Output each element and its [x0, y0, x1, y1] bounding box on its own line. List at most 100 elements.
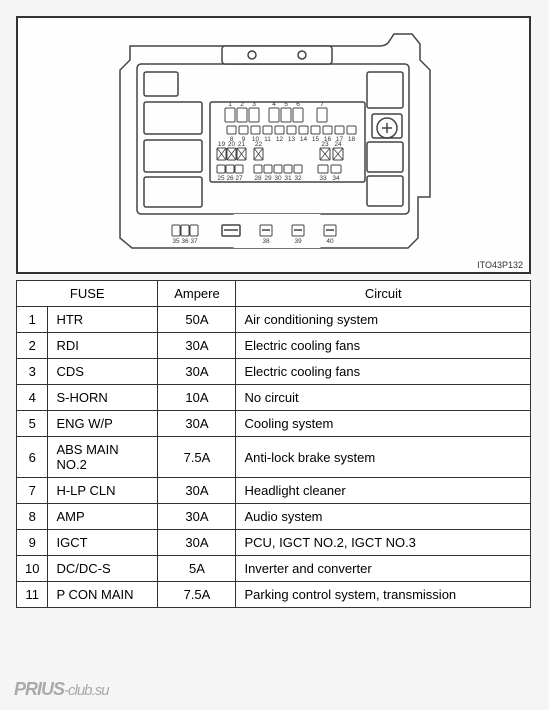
svg-text:3: 3: [252, 101, 256, 108]
cell-amp: 30A: [158, 504, 236, 530]
svg-text:18: 18: [348, 136, 356, 143]
watermark-suffix: -club.su: [64, 682, 109, 699]
cell-fuse: IGCT: [48, 530, 158, 556]
cell-circ: Electric cooling fans: [236, 333, 531, 359]
svg-text:26: 26: [226, 175, 234, 182]
svg-text:30: 30: [274, 175, 282, 182]
svg-text:24: 24: [334, 141, 342, 148]
cell-num: 10: [17, 556, 48, 582]
svg-text:4: 4: [272, 101, 276, 108]
header-ampere: Ampere: [158, 281, 236, 307]
cell-num: 8: [17, 504, 48, 530]
cell-circ: Air conditioning system: [236, 307, 531, 333]
svg-text:13: 13: [288, 136, 296, 143]
fuse-table: FUSE Ampere Circuit 1HTR50AAir condition…: [16, 280, 531, 608]
cell-num: 11: [17, 582, 48, 608]
cell-fuse: P CON MAIN: [48, 582, 158, 608]
svg-text:11: 11: [264, 136, 271, 143]
svg-text:7: 7: [320, 101, 324, 108]
table-row: 2RDI30AElectric cooling fans: [17, 333, 531, 359]
svg-text:35: 35: [172, 238, 180, 245]
cell-fuse: ABS MAIN NO.2: [48, 437, 158, 478]
svg-text:14: 14: [300, 136, 308, 143]
cell-fuse: CDS: [48, 359, 158, 385]
table-row: 10DC/DC-S5AInverter and converter: [17, 556, 531, 582]
cell-amp: 30A: [158, 333, 236, 359]
svg-text:36: 36: [181, 238, 189, 245]
table-row: 1HTR50AAir conditioning system: [17, 307, 531, 333]
svg-text:6: 6: [296, 101, 300, 108]
cell-amp: 30A: [158, 359, 236, 385]
table-row: 3CDS30AElectric cooling fans: [17, 359, 531, 385]
svg-text:21: 21: [238, 141, 246, 148]
watermark: PRIUS-club.su: [14, 679, 109, 700]
svg-text:37: 37: [190, 238, 198, 245]
svg-text:22: 22: [255, 141, 263, 148]
diagram-code: ITO43P132: [477, 260, 523, 270]
svg-text:12: 12: [276, 136, 284, 143]
svg-text:38: 38: [262, 238, 270, 245]
cell-amp: 50A: [158, 307, 236, 333]
cell-fuse: AMP: [48, 504, 158, 530]
cell-amp: 30A: [158, 411, 236, 437]
table-row: 8AMP30AAudio system: [17, 504, 531, 530]
cell-fuse: ENG W/P: [48, 411, 158, 437]
cell-num: 3: [17, 359, 48, 385]
cell-fuse: H-LP CLN: [48, 478, 158, 504]
cell-num: 2: [17, 333, 48, 359]
watermark-brand: PRIUS: [14, 679, 64, 699]
svg-text:39: 39: [294, 238, 302, 245]
cell-amp: 5A: [158, 556, 236, 582]
cell-circ: Cooling system: [236, 411, 531, 437]
cell-amp: 10A: [158, 385, 236, 411]
cell-amp: 7.5A: [158, 582, 236, 608]
cell-circ: Electric cooling fans: [236, 359, 531, 385]
cell-amp: 30A: [158, 478, 236, 504]
cell-fuse: RDI: [48, 333, 158, 359]
cell-fuse: HTR: [48, 307, 158, 333]
svg-text:40: 40: [326, 238, 334, 245]
cell-num: 9: [17, 530, 48, 556]
cell-circ: Audio system: [236, 504, 531, 530]
cell-circ: Inverter and converter: [236, 556, 531, 582]
table-row: 4S-HORN10ANo circuit: [17, 385, 531, 411]
fuse-box-svg: 1234567 89101112131415161718 19202122232…: [112, 32, 436, 257]
cell-circ: PCU, IGCT NO.2, IGCT NO.3: [236, 530, 531, 556]
svg-text:2: 2: [240, 101, 244, 108]
table-row: 6ABS MAIN NO.27.5AAnti-lock brake system: [17, 437, 531, 478]
cell-circ: Anti-lock brake system: [236, 437, 531, 478]
cell-num: 4: [17, 385, 48, 411]
svg-text:20: 20: [228, 141, 236, 148]
svg-text:32: 32: [294, 175, 302, 182]
svg-text:15: 15: [312, 136, 320, 143]
cell-num: 1: [17, 307, 48, 333]
svg-text:19: 19: [218, 141, 226, 148]
table-row: 5ENG W/P30ACooling system: [17, 411, 531, 437]
svg-text:27: 27: [235, 175, 243, 182]
svg-text:1: 1: [228, 101, 232, 108]
table-row: 11P CON MAIN7.5AParking control system, …: [17, 582, 531, 608]
svg-text:23: 23: [321, 141, 329, 148]
svg-text:34: 34: [332, 175, 340, 182]
cell-amp: 30A: [158, 530, 236, 556]
cell-amp: 7.5A: [158, 437, 236, 478]
svg-text:5: 5: [284, 101, 288, 108]
svg-text:33: 33: [319, 175, 327, 182]
header-fuse: FUSE: [17, 281, 158, 307]
table-row: 7H-LP CLN30AHeadlight cleaner: [17, 478, 531, 504]
svg-text:31: 31: [284, 175, 292, 182]
cell-fuse: S-HORN: [48, 385, 158, 411]
header-circuit: Circuit: [236, 281, 531, 307]
cell-fuse: DC/DC-S: [48, 556, 158, 582]
cell-num: 7: [17, 478, 48, 504]
cell-circ: No circuit: [236, 385, 531, 411]
cell-num: 6: [17, 437, 48, 478]
cell-num: 5: [17, 411, 48, 437]
cell-circ: Headlight cleaner: [236, 478, 531, 504]
svg-text:25: 25: [217, 175, 225, 182]
svg-text:28: 28: [254, 175, 262, 182]
cell-circ: Parking control system, transmission: [236, 582, 531, 608]
table-row: 9IGCT30APCU, IGCT NO.2, IGCT NO.3: [17, 530, 531, 556]
svg-text:29: 29: [264, 175, 272, 182]
fuse-diagram-panel: 1234567 89101112131415161718 19202122232…: [16, 16, 531, 274]
